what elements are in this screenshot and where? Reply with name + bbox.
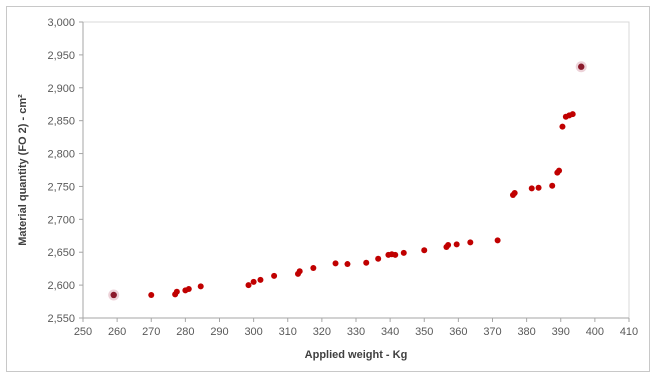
plot-border xyxy=(82,21,630,319)
data-point xyxy=(421,247,428,254)
data-point xyxy=(250,278,257,285)
data-point xyxy=(245,282,252,289)
data-point xyxy=(197,283,204,290)
data-points xyxy=(108,61,587,301)
plot-area xyxy=(82,21,630,319)
data-point xyxy=(332,260,339,267)
data-point-highlight xyxy=(110,291,117,299)
data-point xyxy=(467,239,474,246)
data-point-highlight xyxy=(578,63,585,70)
data-point xyxy=(511,190,518,197)
data-point xyxy=(257,276,264,283)
x-tick-label: 390 xyxy=(552,326,570,338)
x-tick-label: 410 xyxy=(620,326,638,338)
data-point xyxy=(344,261,351,268)
x-tick-label: 330 xyxy=(347,326,365,338)
y-axis-title: Material quantity (FO 2) - cm² xyxy=(17,94,29,246)
y-tick-label: 2,600 xyxy=(47,280,75,292)
y-tick-label: 2,950 xyxy=(47,50,75,62)
x-axis: 250 260 270 280 290 300 310 320 330 340 350 360 370 3… xyxy=(74,317,638,338)
data-point xyxy=(148,291,155,298)
x-tick-label: 380 xyxy=(517,326,535,338)
data-point xyxy=(549,182,556,189)
data-point xyxy=(445,241,452,248)
data-point xyxy=(535,184,542,191)
y-tick-label: 2,650 xyxy=(47,247,75,259)
data-point xyxy=(528,185,535,192)
x-tick-label: 270 xyxy=(142,326,160,338)
data-point xyxy=(271,272,278,279)
x-tick-label: 400 xyxy=(586,326,604,338)
data-point xyxy=(494,237,501,244)
x-tick-label: 320 xyxy=(313,326,331,338)
data-point xyxy=(296,268,303,275)
data-point xyxy=(559,123,566,130)
data-point xyxy=(392,251,399,258)
x-tick-label: 250 xyxy=(74,326,92,338)
x-tick-label: 310 xyxy=(279,326,297,338)
data-point xyxy=(569,111,576,118)
data-point xyxy=(310,265,317,272)
data-point xyxy=(173,288,180,295)
data-point xyxy=(556,167,563,174)
y-tick-label: 2,900 xyxy=(47,83,75,95)
x-tick-label: 300 xyxy=(244,326,262,338)
y-tick-label: 3,000 xyxy=(47,17,75,29)
y-tick-label: 2,550 xyxy=(47,313,75,325)
x-tick-label: 260 xyxy=(108,326,126,338)
y-tick-label: 2,800 xyxy=(47,149,75,161)
y-tick-label: 2,850 xyxy=(47,116,75,128)
y-tick-label: 2,750 xyxy=(47,181,75,193)
data-point xyxy=(400,249,407,256)
data-point xyxy=(453,241,460,248)
data-point xyxy=(363,259,370,266)
x-tick-label: 340 xyxy=(381,326,399,338)
data-point xyxy=(375,255,382,262)
x-tick-label: 370 xyxy=(483,326,501,338)
x-axis-title: Applied weight - Kg xyxy=(305,349,408,361)
x-tick-label: 360 xyxy=(449,326,467,338)
x-tick-label: 280 xyxy=(176,326,194,338)
x-tick-label: 290 xyxy=(210,326,228,338)
data-point xyxy=(185,286,192,293)
y-tick-label: 2,700 xyxy=(47,214,75,226)
y-axis: 2,550 2,600 2,650 2,700 2,750 2,800 2,850 2,900… xyxy=(47,17,84,325)
x-tick-label: 350 xyxy=(415,326,433,338)
